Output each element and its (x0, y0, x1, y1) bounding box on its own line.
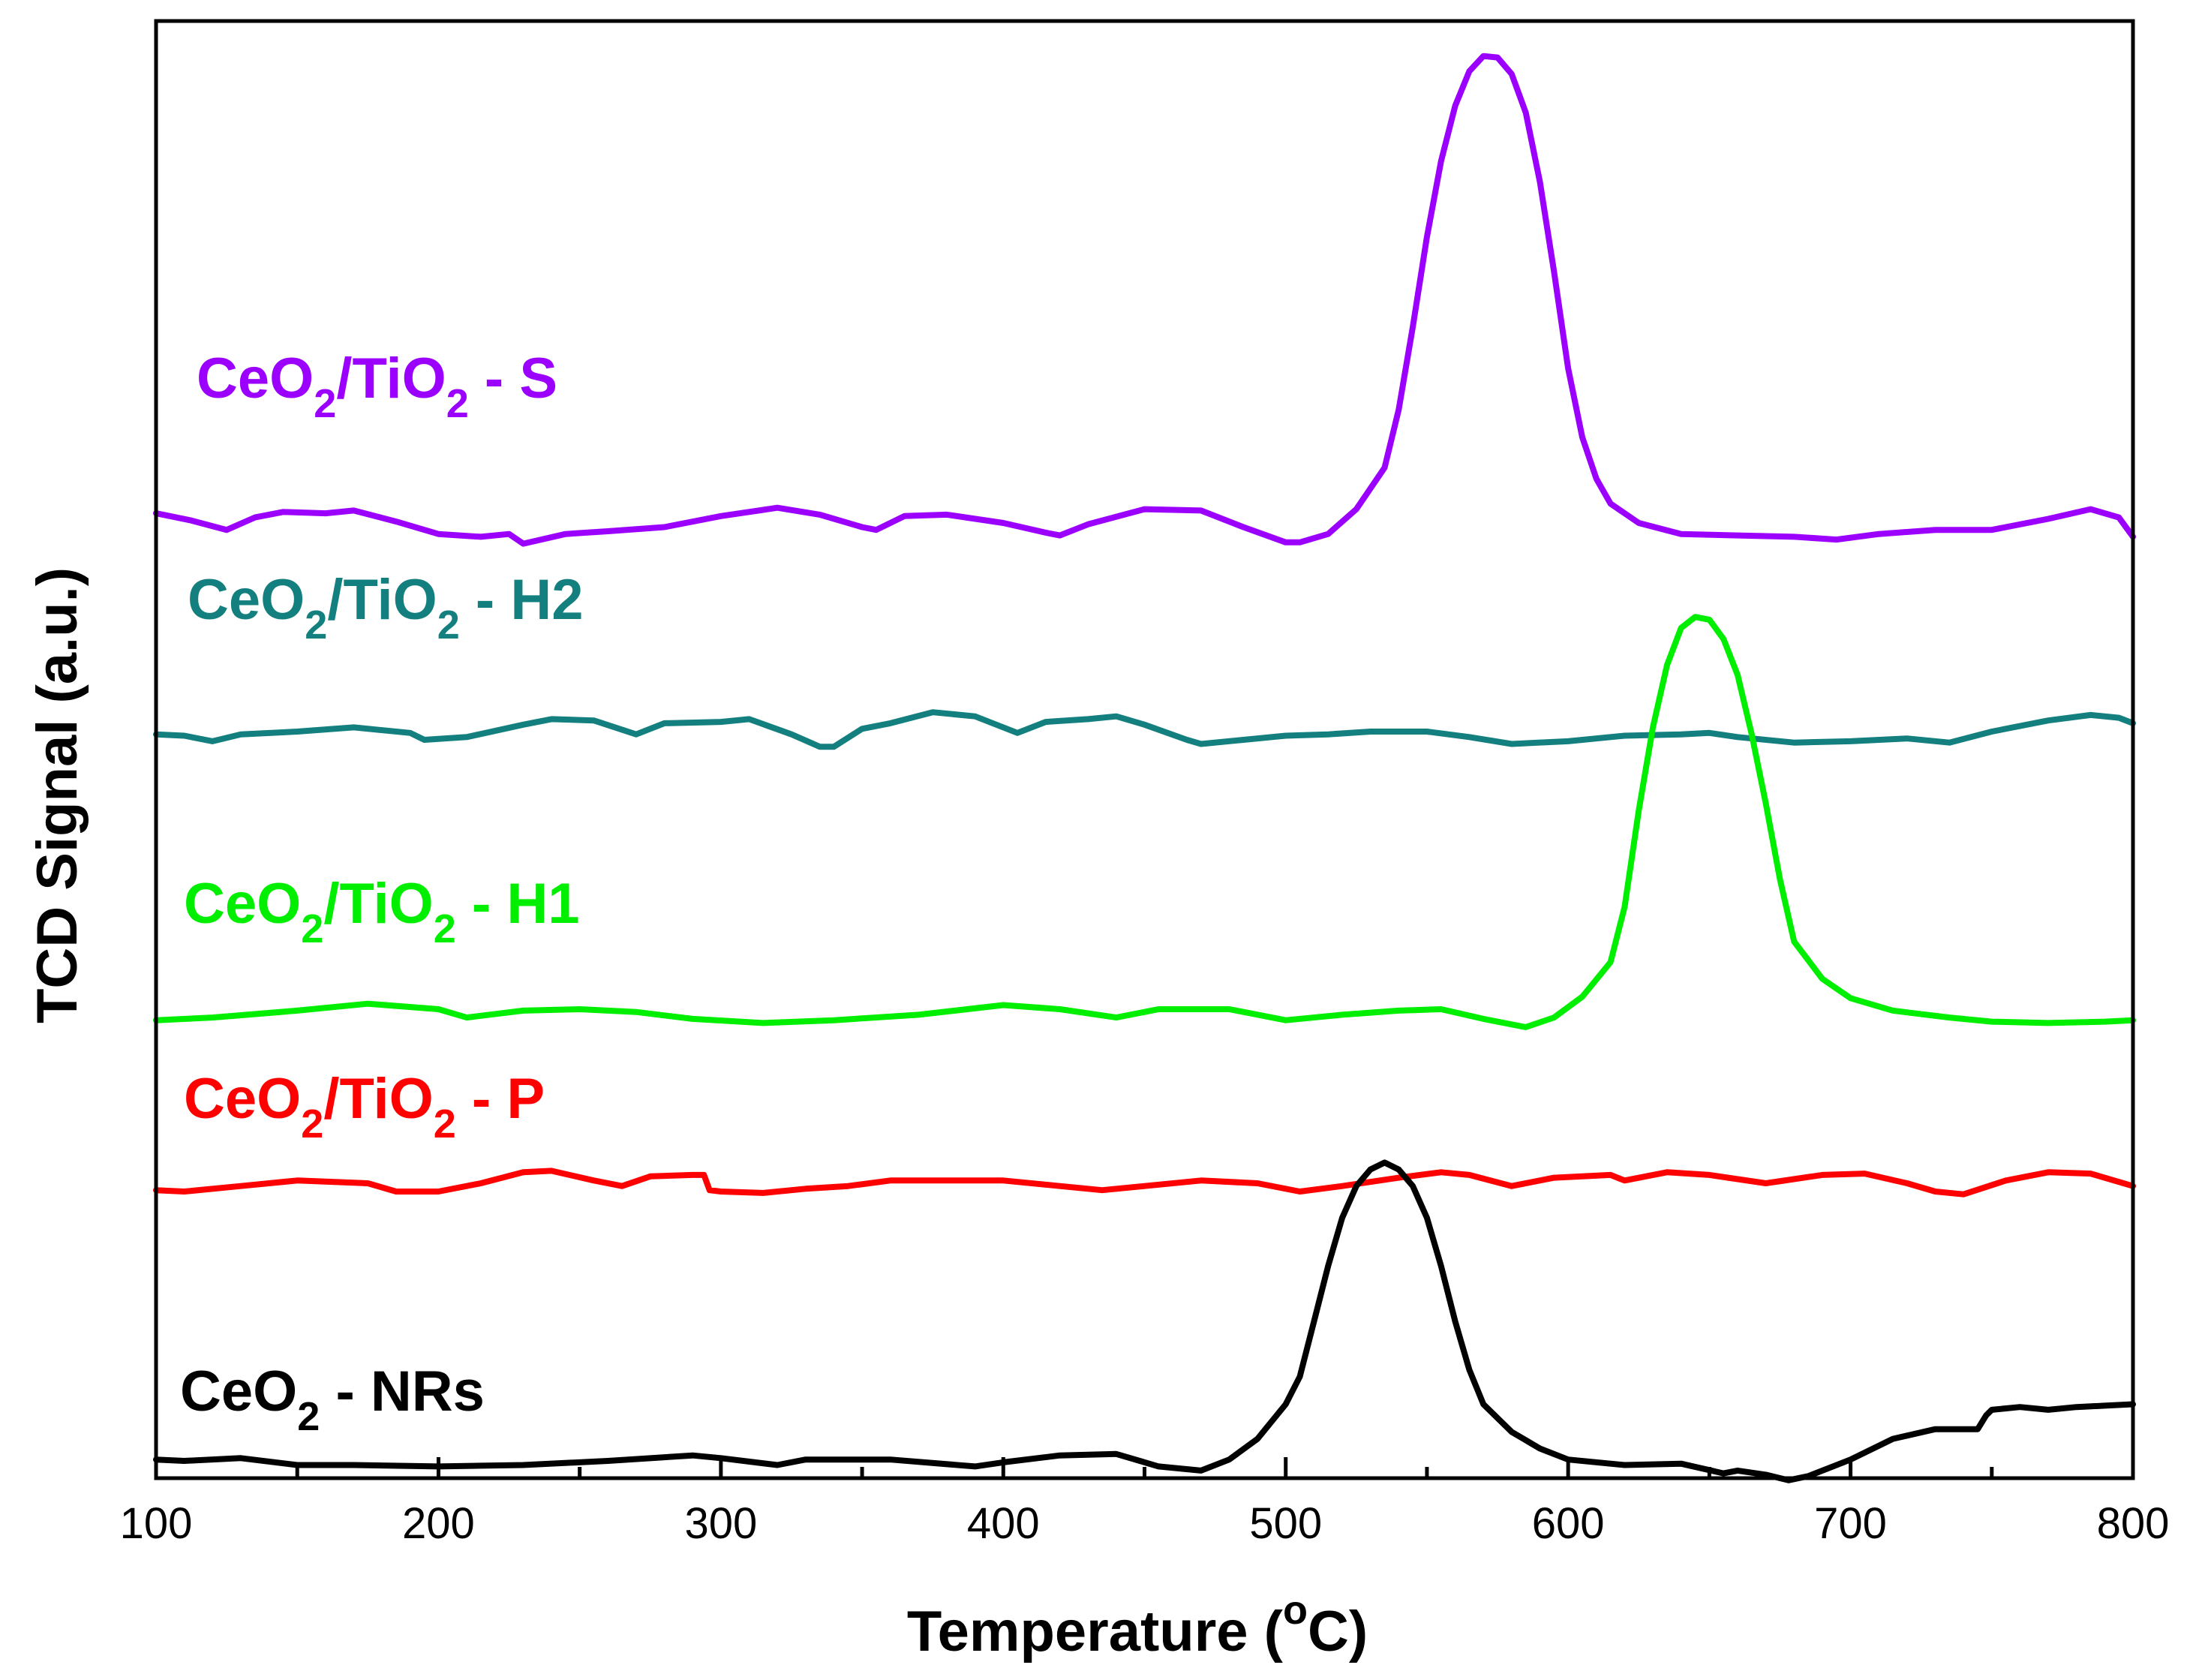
x-tick-label: 700 (1814, 1499, 1887, 1548)
series-line-2 (153, 614, 2136, 1030)
series-line-1 (153, 709, 2136, 750)
series-label-layer: CeO2/TiO2 - S CeO2/TiO2 - H2 CeO2/TiO2 - H… (180, 347, 583, 1439)
x-tick-label: 400 (967, 1499, 1040, 1548)
x-tick-label: 600 (1532, 1499, 1605, 1548)
x-tick-label: 500 (1249, 1499, 1322, 1548)
x-tick-layer: 100 200 300 400 500 600 700 800 (120, 1457, 2170, 1548)
x-tick-label: 300 (684, 1499, 757, 1548)
series-line-0 (153, 53, 2136, 547)
series-label-0: CeO2/TiO2 - S (197, 347, 557, 426)
y-axis-title: TCD Signal (a.u.) (26, 567, 89, 1023)
series-label-3: CeO2/TiO2 - P (184, 1067, 545, 1147)
series-label-4: CeO2 - NRs (180, 1360, 485, 1439)
x-tick-label: 800 (2097, 1499, 2170, 1548)
series-layer (153, 53, 2136, 1483)
x-tick-label: 200 (402, 1499, 475, 1548)
x-tick-label: 100 (120, 1499, 193, 1548)
series-line-3 (153, 1168, 2136, 1198)
series-label-2: CeO2/TiO2 - H1 (184, 872, 579, 951)
x-axis-title: Temperature (oC) (907, 1588, 1368, 1663)
series-label-1: CeO2/TiO2 - H2 (188, 568, 583, 648)
series-line-4 (153, 1159, 2136, 1483)
